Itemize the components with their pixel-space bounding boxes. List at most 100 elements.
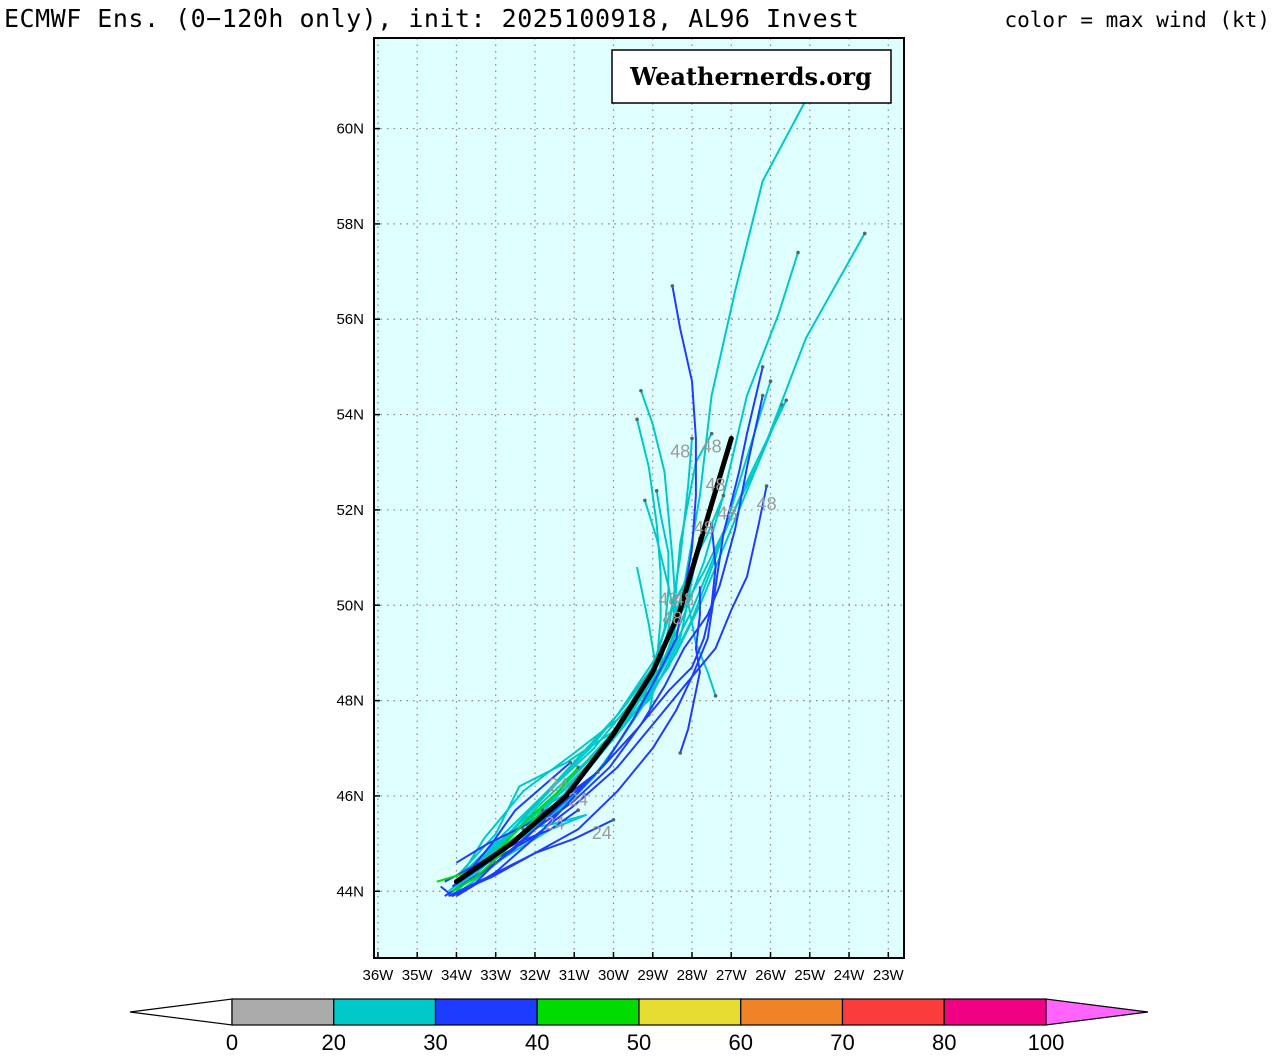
lat-tick-label: 60N xyxy=(336,121,364,138)
colorbar-segment xyxy=(943,998,1047,1026)
lon-tick-label: 23W xyxy=(873,967,905,984)
track-end-dot xyxy=(721,493,726,498)
hour-label: 48 xyxy=(662,608,682,628)
colorbar-segment xyxy=(841,998,945,1026)
track-end-dot xyxy=(639,388,643,393)
ensemble-track xyxy=(448,366,764,897)
colorbar-under-arrow xyxy=(129,998,233,1026)
lat-tick-label: 46N xyxy=(336,788,364,805)
track-end-dot xyxy=(709,431,714,436)
lat-tick-label: 48N xyxy=(336,693,364,710)
ensemble-track xyxy=(683,581,717,697)
colorbar-label: 50 xyxy=(627,1030,651,1055)
lon-tick-label: 33W xyxy=(480,967,512,984)
track-end-dot xyxy=(768,379,773,384)
hour-label: 48 xyxy=(674,589,694,609)
lon-tick-label: 35W xyxy=(402,967,434,984)
hour-label: 48 xyxy=(694,518,714,538)
hour-label: 48 xyxy=(706,475,726,495)
track-end-dot xyxy=(541,808,545,813)
track-end-dot xyxy=(709,522,714,527)
lon-tick-label: 26W xyxy=(755,967,787,984)
track-end-dot xyxy=(862,231,867,236)
colorbar-segment xyxy=(231,998,335,1026)
colorbar-label: 100 xyxy=(1028,1030,1065,1055)
colorbar-segment xyxy=(740,998,844,1026)
lat-tick-label: 56N xyxy=(336,311,364,328)
lon-tick-label: 36W xyxy=(363,967,395,984)
hour-label: 24 xyxy=(592,823,612,843)
colorbar-label: 20 xyxy=(322,1030,346,1055)
track-end-dot xyxy=(690,436,694,441)
hour-label: 48 xyxy=(717,503,737,523)
lat-tick-label: 54N xyxy=(336,407,364,424)
track-end-dot xyxy=(576,808,580,813)
ensemble-track xyxy=(459,761,571,883)
ensemble-track xyxy=(455,285,697,897)
track-end-dot xyxy=(611,817,616,822)
lon-tick-label: 29W xyxy=(637,967,669,984)
lon-tick-label: 25W xyxy=(794,967,826,984)
color-legend-note: color = max wind (kt) xyxy=(1004,8,1270,32)
watermark-box: Weathernerds.org xyxy=(611,49,892,104)
track-end-dot xyxy=(654,489,659,493)
lon-tick-label: 28W xyxy=(677,967,709,984)
hour-label: 48 xyxy=(757,494,777,514)
lon-tick-label: 32W xyxy=(520,967,552,984)
hour-label: 24 xyxy=(545,813,565,833)
track-end-dot xyxy=(670,284,675,288)
ensemble-track xyxy=(455,771,599,864)
hour-label: 48 xyxy=(658,589,678,609)
colorbar-label: 40 xyxy=(525,1030,549,1055)
track-end-dot xyxy=(568,760,573,765)
ensemble-track xyxy=(444,524,717,897)
track-end-dot xyxy=(576,765,580,770)
colorbar-label: 70 xyxy=(830,1030,854,1055)
ensemble-track xyxy=(436,766,579,883)
ensemble-track xyxy=(444,809,579,883)
track-end-dot xyxy=(493,860,498,865)
ensemble-track xyxy=(455,538,701,888)
ensemble-track xyxy=(463,433,713,873)
lon-tick-label: 24W xyxy=(834,967,866,984)
lon-tick-label: 30W xyxy=(598,967,630,984)
hour-label: 48 xyxy=(670,441,690,461)
track-end-dot xyxy=(713,694,718,698)
lon-tick-label: 31W xyxy=(559,967,591,984)
colorbar-segment xyxy=(333,998,437,1026)
map-frame xyxy=(373,37,905,959)
ensemble-track xyxy=(679,586,701,754)
mean-track xyxy=(453,435,734,885)
track-end-dot xyxy=(760,393,765,398)
longitude-axis: 36W 35W 34W 33W 32W 31W 30W 29W 28W 27W 26W 25W 24W 2… xyxy=(363,952,905,984)
colorbar-over-arrow xyxy=(1045,998,1149,1026)
ensemble-mean-track xyxy=(453,435,734,885)
ensemble-track xyxy=(636,566,658,716)
track-end-dot xyxy=(764,484,769,488)
track-end-dot xyxy=(796,250,800,255)
colorbar-label: 30 xyxy=(423,1030,447,1055)
ensemble-track xyxy=(451,485,768,888)
lat-tick-label: 58N xyxy=(336,216,364,233)
latitude-axis: 44N 46N 48N 50N 52N 54N 56N 58N 60N xyxy=(336,121,380,900)
track-end-dot xyxy=(760,365,765,369)
lat-tick-label: 52N xyxy=(336,502,364,519)
track-end-dot xyxy=(643,498,647,503)
track-end-dot xyxy=(595,770,600,774)
colorbar-segment xyxy=(638,998,742,1026)
hour-label: 24 xyxy=(568,789,588,809)
lon-tick-label: 34W xyxy=(441,967,473,984)
hour-label: 48 xyxy=(702,437,722,457)
lat-tick-label: 50N xyxy=(336,597,364,614)
ensemble-track xyxy=(448,818,614,897)
track-end-dot xyxy=(635,417,639,422)
colorbar-segment xyxy=(536,998,640,1026)
colorbar-label: 60 xyxy=(729,1030,753,1055)
colorbar-label: 0 xyxy=(226,1030,238,1055)
watermark-text: Weathernerds.org xyxy=(629,62,872,91)
colorbar-segment xyxy=(434,998,538,1026)
chart-title: ECMWF Ens. (0−120h only), init: 20251009… xyxy=(4,4,860,33)
colorbar-label: 80 xyxy=(932,1030,956,1055)
